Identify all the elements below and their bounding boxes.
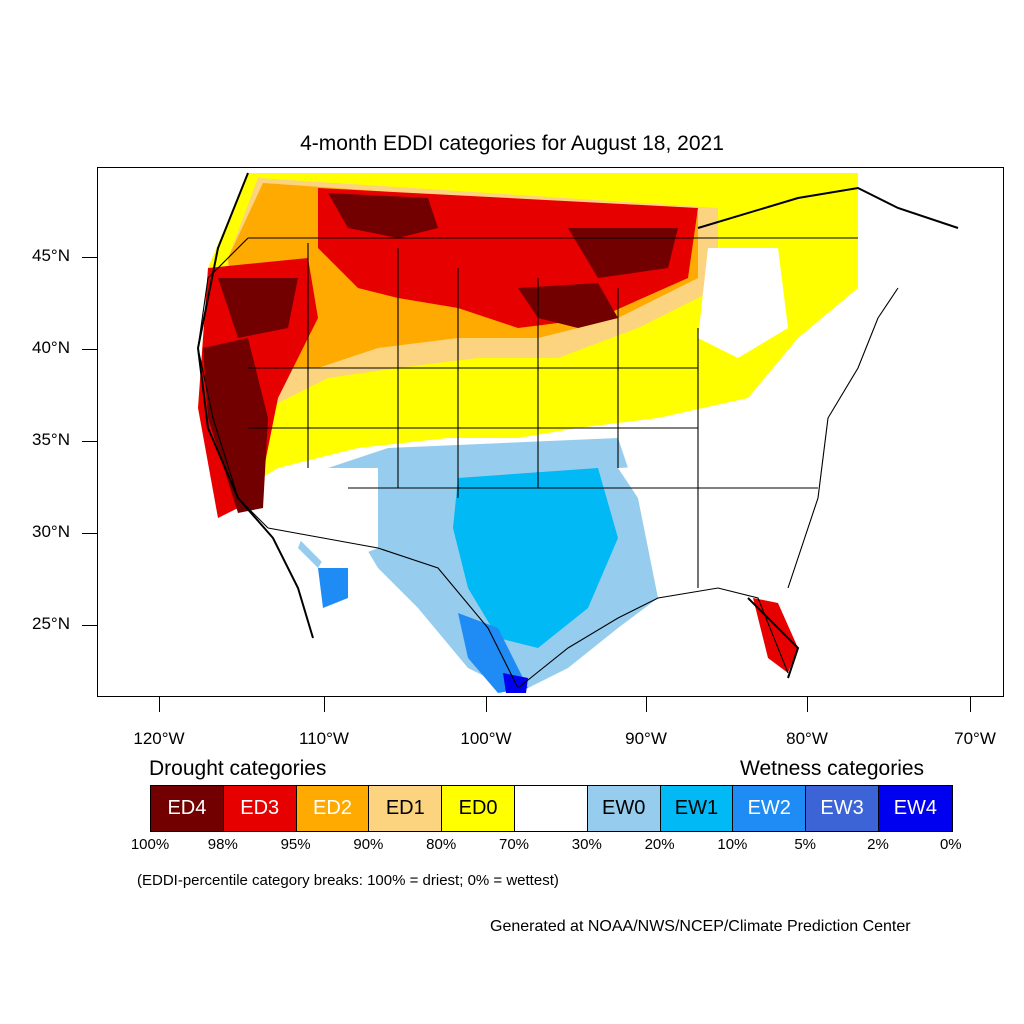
legend-box-ed4: ED4: [151, 786, 224, 831]
lat-tick-40: [82, 349, 97, 350]
legend-box-ew1: EW1: [660, 786, 734, 831]
legend-box-ew2: EW2: [733, 786, 807, 831]
percentile-label: 70%: [498, 836, 530, 853]
lon-tick-90: [646, 697, 647, 712]
legend-box-ed2: ED2: [296, 786, 370, 831]
map-title: 4-month EDDI categories for August 18, 2…: [300, 132, 724, 155]
percentile-label: 90%: [353, 836, 384, 853]
neutral-southeast: [618, 458, 818, 598]
category-note: (EDDI-percentile category breaks: 100% =…: [137, 872, 559, 889]
legend-box-ew4: EW4: [878, 786, 952, 831]
percentile-label: 2%: [867, 836, 889, 853]
lon-tick-100: [486, 697, 487, 712]
lat-label-35: 35°N: [32, 430, 70, 449]
lon-label-90: 90°W: [625, 729, 667, 748]
lon-tick-120: [159, 697, 160, 712]
legend-colorbar: ED4 ED3 ED2 ED1 ED0 EW0 EW1 EW2 EW3 EW4: [150, 785, 953, 832]
legend-box-ed3: ED3: [223, 786, 297, 831]
ed4-region-north: [328, 193, 438, 238]
percentile-label: 10%: [717, 836, 748, 853]
wetness-heading: Wetness categories: [740, 757, 925, 780]
ew1-region: [453, 468, 618, 648]
ed3-region-florida: [753, 598, 798, 673]
legend-box-ew3: EW3: [806, 786, 879, 831]
percentile-label: 0%: [939, 836, 962, 853]
percentile-label: 5%: [794, 836, 817, 853]
lat-tick-25: [82, 625, 97, 626]
lat-label-45: 45°N: [32, 246, 70, 265]
ew2-region: [318, 568, 348, 608]
ed4-region-california: [203, 338, 268, 513]
lat-label-40: 40°N: [32, 338, 70, 357]
legend-box-ed1: ED1: [369, 786, 443, 831]
coastline: [196, 172, 959, 679]
ed4-region-minnesota: [568, 228, 678, 278]
lat-label-25: 25°N: [32, 614, 70, 633]
ed4-region-oregon: [218, 278, 298, 338]
legend-box-ew0: EW0: [587, 786, 661, 831]
neutral-great-lakes: [698, 248, 788, 358]
lon-label-110: 110°W: [299, 729, 349, 748]
credit-line: Generated at NOAA/NWS/NCEP/Climate Predi…: [490, 918, 911, 935]
map-panel: [97, 167, 1004, 697]
neutral-southwest: [278, 468, 378, 568]
lat-tick-30: [82, 533, 97, 534]
legend-box-neutral: [514, 786, 588, 831]
lat-tick-45: [82, 257, 97, 258]
percentile-label: 20%: [644, 836, 675, 853]
lon-tick-110: [324, 697, 325, 712]
lon-tick-80: [807, 697, 808, 712]
lon-label-80: 80°W: [786, 729, 828, 748]
boundary-lines: [197, 237, 899, 689]
drought-heading: Drought categories: [149, 757, 327, 780]
lon-label-70: 70°W: [954, 729, 996, 748]
percentile-label: 80%: [426, 836, 457, 853]
lat-label-30: 30°N: [32, 522, 70, 541]
eddi-map: [196, 172, 959, 693]
percentile-label: 100%: [130, 836, 170, 853]
percentile-label: 95%: [280, 836, 311, 853]
lon-label-100: 100°W: [460, 729, 512, 748]
percentile-label: 30%: [571, 836, 602, 853]
lon-tick-70: [970, 697, 971, 712]
ed4-region-plains: [518, 283, 618, 328]
legend-box-ed0: ED0: [442, 786, 515, 831]
lon-label-120: 120°W: [133, 729, 185, 748]
lat-tick-35: [82, 441, 97, 442]
percentile-label: 98%: [207, 836, 238, 853]
